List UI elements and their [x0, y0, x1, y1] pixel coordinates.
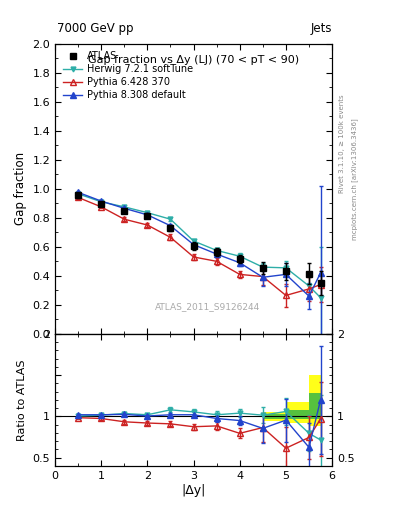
X-axis label: |Δy|: |Δy|	[181, 483, 206, 497]
Text: Gap fraction vs Δy (LJ) (70 < pT < 90): Gap fraction vs Δy (LJ) (70 < pT < 90)	[88, 55, 299, 65]
Text: Jets: Jets	[310, 22, 332, 35]
Text: ATLAS_2011_S9126244: ATLAS_2011_S9126244	[155, 302, 260, 311]
Text: mcplots.cern.ch [arXiv:1306.3436]: mcplots.cern.ch [arXiv:1306.3436]	[352, 118, 358, 240]
Y-axis label: Ratio to ATLAS: Ratio to ATLAS	[17, 359, 27, 441]
Y-axis label: Gap fraction: Gap fraction	[14, 152, 27, 225]
Text: Rivet 3.1.10, ≥ 100k events: Rivet 3.1.10, ≥ 100k events	[339, 94, 345, 193]
Legend: ATLAS, Herwig 7.2.1 softTune, Pythia 6.428 370, Pythia 8.308 default: ATLAS, Herwig 7.2.1 softTune, Pythia 6.4…	[60, 48, 196, 103]
Text: 7000 GeV pp: 7000 GeV pp	[57, 22, 134, 35]
